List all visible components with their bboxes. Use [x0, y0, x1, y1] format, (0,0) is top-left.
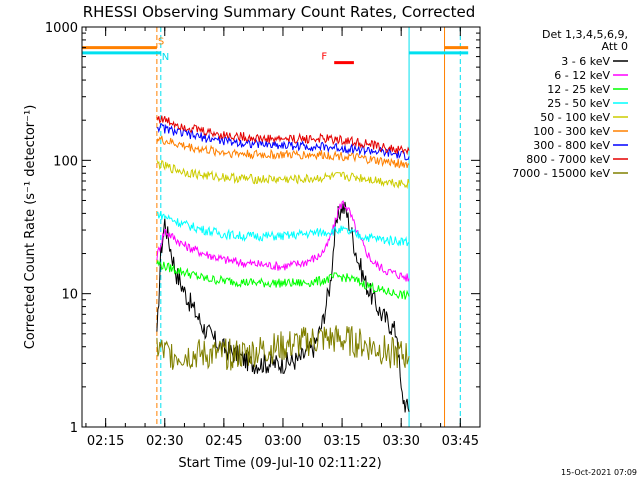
- series-line-7000-15000-kev: [156, 325, 410, 371]
- series-line-3-6-kev: [156, 201, 410, 413]
- legend-label: 6 - 12 keV: [554, 69, 610, 82]
- y-tick-label: 1000: [45, 21, 78, 36]
- legend-label: 50 - 100 keV: [540, 111, 610, 124]
- flag-label-s: S: [158, 37, 164, 48]
- y-tick-label: 100: [53, 154, 78, 169]
- flag-label-f: F: [321, 52, 327, 63]
- legend-label: 100 - 300 keV: [533, 125, 610, 138]
- y-axis-label: Corrected Count Rate (s⁻¹ detector⁻¹): [23, 105, 38, 350]
- x-tick-label: 03:30: [382, 434, 419, 449]
- x-tick-label: 03:15: [323, 434, 360, 449]
- series-line-6-12-kev: [156, 200, 410, 282]
- series-line-800-7000-kev: [156, 115, 410, 156]
- legend-label: 7000 - 15000 keV: [512, 167, 610, 180]
- series-line-25-50-kev: [156, 210, 410, 247]
- legend-label: 25 - 50 keV: [547, 97, 610, 110]
- flag-label-n: N: [162, 52, 169, 63]
- series-line-300-800-kev: [156, 123, 410, 161]
- legend-label: 12 - 25 keV: [547, 83, 610, 96]
- legend-label: 800 - 7000 keV: [526, 153, 610, 166]
- legend-header-detectors: Det 1,3,4,5,6,9,: [542, 28, 628, 41]
- plot-area: SN F: [81, 27, 469, 427]
- series-line-12-25-kev: [156, 259, 410, 300]
- legend-label: 3 - 6 keV: [561, 55, 610, 68]
- series-line-100-300-kev: [156, 135, 410, 169]
- legend-header-attenuator: Att 0: [602, 40, 628, 53]
- x-tick-label: 03:45: [442, 434, 479, 449]
- y-axis: 1 10 100 1000: [45, 21, 480, 436]
- series-line-50-100-kev: [156, 159, 410, 189]
- plot-frame: [81, 26, 481, 428]
- chart-title: RHESSI Observing Summary Count Rates, Co…: [83, 3, 476, 21]
- x-axis: 02:15 02:30 02:45 03:00 03:15 03:30 03:45: [85, 27, 481, 449]
- legend-label: 300 - 800 keV: [533, 139, 610, 152]
- x-tick-label: 02:30: [146, 434, 183, 449]
- y-tick-label: 10: [61, 288, 78, 303]
- date-stamp: 15-Oct-2021 07:09: [561, 468, 637, 477]
- x-tick-label: 02:45: [205, 434, 242, 449]
- y-tick-label: 1: [70, 421, 78, 436]
- x-tick-label: 02:15: [87, 434, 124, 449]
- x-axis-label: Start Time (09-Jul-10 02:11:22): [178, 456, 381, 471]
- x-tick-label: 03:00: [264, 434, 301, 449]
